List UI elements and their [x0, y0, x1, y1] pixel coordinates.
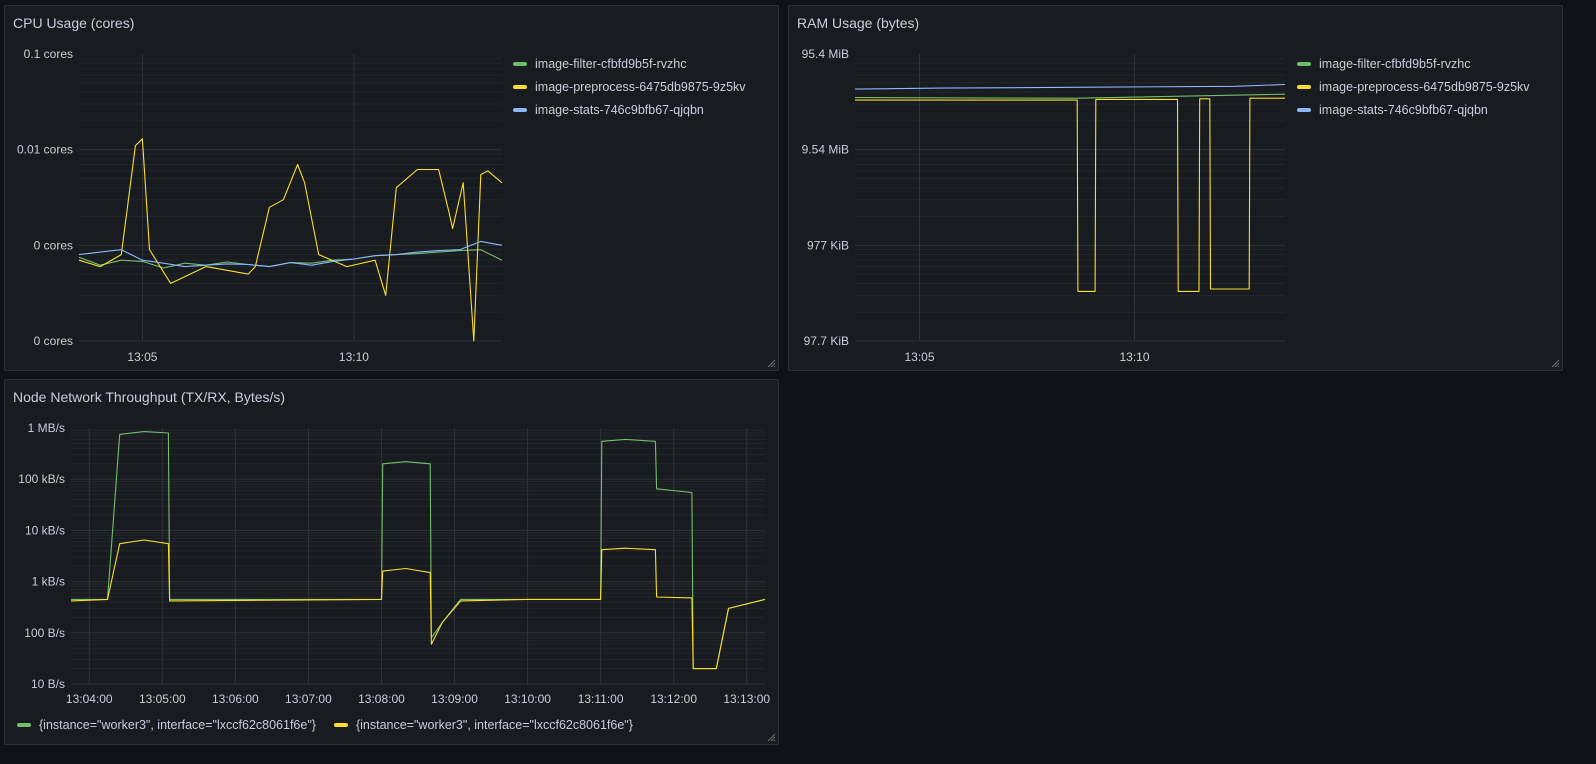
legend-swatch	[1297, 107, 1311, 112]
x-tick-label: 13:10	[339, 350, 369, 364]
legend-item[interactable]: image-preprocess-6475db9875-9z5kv	[513, 75, 746, 98]
series-line[interactable]	[855, 97, 1285, 292]
legend-item[interactable]: image-stats-746c9bfb67-qjqbn	[1297, 98, 1530, 121]
legend-label: image-preprocess-6475db9875-9z5kv	[1319, 79, 1530, 94]
y-tick-label: 0 cores	[34, 334, 73, 348]
y-tick-label: 0.1 cores	[24, 47, 73, 61]
legend: image-filter-cfbfd9b5f-rvzhc image-prepr…	[513, 52, 746, 121]
legend-label: image-stats-746c9bfb67-qjqbn	[1319, 102, 1488, 117]
legend-swatch	[513, 61, 527, 66]
x-tick-label: 13:04:00	[66, 692, 113, 706]
grid	[71, 428, 765, 685]
legend-swatch	[1297, 84, 1311, 89]
legend-swatch	[513, 107, 527, 112]
x-tick-label: 13:12:00	[650, 692, 697, 706]
grid	[855, 54, 1285, 342]
legend-label: image-stats-746c9bfb67-qjqbn	[535, 102, 704, 117]
y-tick-label: 0 cores	[34, 238, 73, 252]
y-tick-label: 97.7 KiB	[804, 334, 849, 348]
resize-handle-icon[interactable]	[766, 358, 776, 368]
series-line[interactable]	[78, 138, 503, 342]
panel-title[interactable]: CPU Usage (cores)	[13, 15, 135, 31]
cpu-usage-chart: 0.1 cores 0.01 cores 0 cores 0 cores 13:05 13…	[17, 47, 503, 364]
y-tick-label: 95.4 MiB	[802, 47, 849, 61]
cpu-usage-panel: CPU Usage (cores) 0.1 cores 0.01 cores 0 c…	[4, 5, 779, 371]
resize-handle-icon[interactable]	[1550, 358, 1560, 368]
legend-swatch	[513, 84, 527, 89]
panel-title[interactable]: RAM Usage (bytes)	[797, 15, 920, 31]
grid	[79, 54, 502, 342]
x-tick-label: 13:05:00	[139, 692, 186, 706]
y-tick-label: 10 kB/s	[25, 523, 65, 537]
network-throughput-chart: 1 MB/s 100 kB/s 10 kB/s 1 kB/s 100 B/s 10 B/s…	[18, 421, 770, 706]
y-tick-label: 1 kB/s	[32, 575, 65, 589]
network-throughput-panel: Node Network Throughput (TX/RX, Bytes/s)…	[4, 379, 779, 745]
series-line[interactable]	[78, 240, 503, 268]
series-line[interactable]	[854, 83, 1286, 90]
y-tick-label: 977 KiB	[807, 238, 849, 252]
y-tick-label: 100 B/s	[24, 626, 65, 640]
panel-title[interactable]: Node Network Throughput (TX/RX, Bytes/s)	[13, 389, 286, 405]
y-tick-label: 1 MB/s	[28, 421, 65, 435]
x-tick-label: 13:07:00	[285, 692, 332, 706]
legend: image-filter-cfbfd9b5f-rvzhc image-prepr…	[1297, 52, 1530, 121]
x-tick-label: 13:13:00	[723, 692, 770, 706]
series-line[interactable]	[70, 539, 766, 670]
legend-label: image-filter-cfbfd9b5f-rvzhc	[1319, 56, 1471, 71]
legend: {instance="worker3", interface="lxccf62c…	[17, 718, 633, 732]
ram-usage-panel: RAM Usage (bytes) 95.4 MiB 9.54 MiB 977 Ki…	[788, 5, 1563, 371]
x-tick-label: 13:10	[1119, 350, 1149, 364]
y-tick-label: 9.54 MiB	[802, 143, 849, 157]
legend-item[interactable]: image-filter-cfbfd9b5f-rvzhc	[513, 52, 746, 75]
legend-label: {instance="worker3", interface="lxccf62c…	[355, 718, 633, 732]
resize-handle-icon[interactable]	[766, 732, 776, 742]
legend-label: {instance="worker3", interface="lxccf62c…	[39, 718, 316, 732]
legend-item[interactable]: image-stats-746c9bfb67-qjqbn	[513, 98, 746, 121]
legend-item[interactable]: {instance="worker3", interface="lxccf62c…	[17, 718, 316, 732]
legend-swatch	[333, 723, 348, 727]
x-tick-label: 13:09:00	[431, 692, 478, 706]
x-tick-label: 13:05	[127, 350, 157, 364]
legend-label: image-preprocess-6475db9875-9z5kv	[535, 79, 746, 94]
x-tick-label: 13:08:00	[358, 692, 405, 706]
legend-label: image-filter-cfbfd9b5f-rvzhc	[535, 56, 687, 71]
x-tick-label: 13:10:00	[504, 692, 551, 706]
ram-usage-chart: 95.4 MiB 9.54 MiB 977 KiB 97.7 KiB 13:05 13:1…	[802, 47, 1286, 364]
legend-swatch	[17, 723, 31, 727]
legend-item[interactable]: {instance="worker3", interface="lxccf62c…	[333, 718, 633, 732]
legend-item[interactable]: image-preprocess-6475db9875-9z5kv	[1297, 75, 1530, 98]
legend-item[interactable]: image-filter-cfbfd9b5f-rvzhc	[1297, 52, 1530, 75]
y-tick-label: 0.01 cores	[17, 143, 73, 157]
x-tick-label: 13:11:00	[578, 692, 624, 706]
series-line[interactable]	[854, 93, 1286, 99]
x-tick-label: 13:06:00	[212, 692, 259, 706]
y-tick-label: 100 kB/s	[18, 472, 65, 486]
legend-swatch	[1297, 61, 1311, 66]
x-tick-label: 13:05	[904, 350, 934, 364]
y-tick-label: 10 B/s	[31, 677, 65, 691]
